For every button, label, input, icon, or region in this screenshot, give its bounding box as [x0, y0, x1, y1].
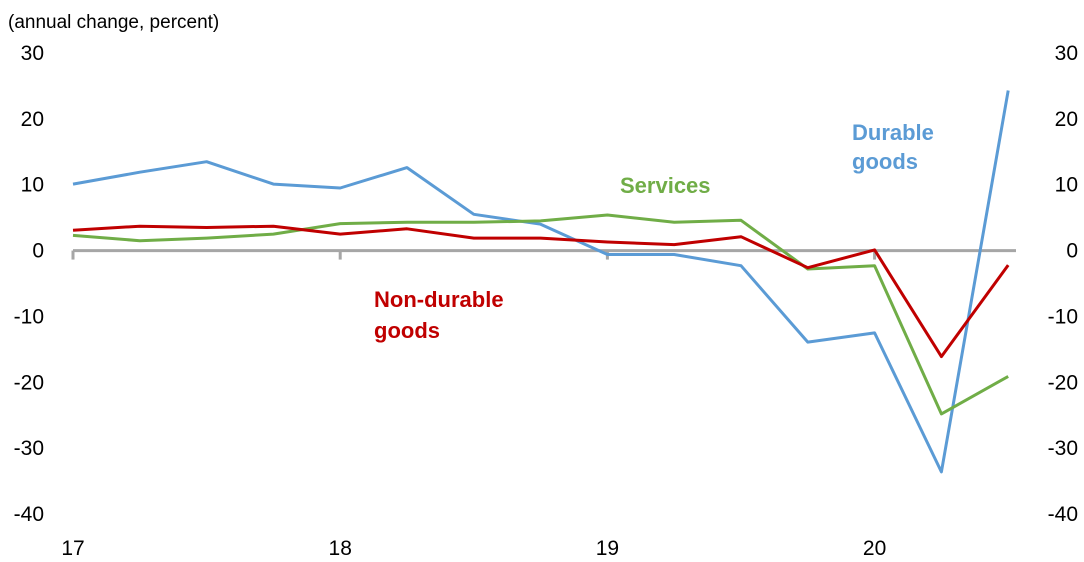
y-tick-right: -20 — [1048, 371, 1078, 394]
y-tick-right: -10 — [1048, 305, 1078, 328]
x-tick-label: 17 — [61, 537, 84, 560]
y-tick-left: -30 — [14, 437, 44, 460]
x-tick-label: 19 — [596, 537, 619, 560]
series-group — [72, 90, 1010, 474]
y-tick-right: -30 — [1048, 437, 1078, 460]
y-tick-right: 0 — [1066, 240, 1078, 263]
y-axis-right: -40 -30 -20 -10 0 10 20 30 — [1048, 42, 1078, 526]
series-line-non-durable-goods — [72, 224, 1010, 359]
y-tick-left: 20 — [21, 108, 44, 131]
x-axis: 17 18 19 20 — [61, 249, 1016, 560]
y-tick-right: 30 — [1055, 42, 1078, 65]
x-tick-label: 18 — [329, 537, 352, 560]
y-tick-left: 30 — [21, 42, 44, 65]
series-labels: Durable goods Services Non-durable goods — [374, 120, 934, 343]
y-tick-right: 20 — [1055, 108, 1078, 131]
y-tick-left: 0 — [32, 240, 44, 263]
unit-label: (annual change, percent) — [8, 12, 219, 33]
series-line-services — [72, 213, 1009, 416]
y-tick-right: 10 — [1055, 174, 1078, 197]
series-label-services: Services — [620, 173, 711, 198]
y-tick-right: -40 — [1048, 503, 1078, 526]
series-label-durable-goods: Durable goods — [852, 120, 934, 174]
series-line-durable-goods — [72, 90, 1010, 474]
y-axis-left: -40 -30 -20 -10 0 10 20 30 — [14, 42, 44, 526]
x-tick-label: 20 — [863, 537, 886, 560]
series-label-non-durable-goods: Non-durable goods — [374, 287, 504, 343]
y-tick-left: 10 — [21, 174, 44, 197]
y-tick-left: -10 — [14, 305, 44, 328]
y-tick-left: -40 — [14, 503, 44, 526]
y-tick-left: -20 — [14, 371, 44, 394]
